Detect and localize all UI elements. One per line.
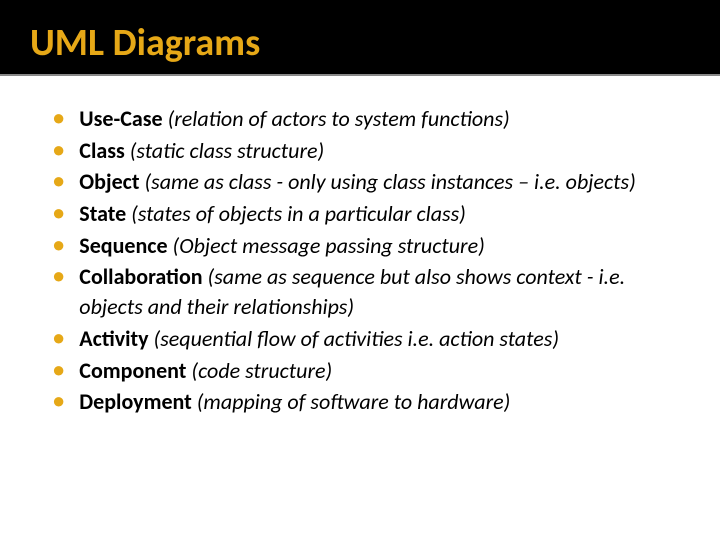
item-text: Sequence (Object message passing structu…	[79, 231, 484, 261]
list-item: ● Sequence (Object message passing struc…	[52, 231, 680, 261]
item-desc: (sequential flow of activities i.e. acti…	[149, 325, 559, 352]
list-item: ● Component (code structure)	[52, 356, 680, 386]
item-term: Collaboration	[79, 263, 202, 290]
header-band: UML Diagrams	[0, 0, 720, 76]
bullet-icon: ●	[52, 231, 65, 260]
item-desc: (mapping of software to hardware)	[192, 388, 511, 415]
list-item: ● Object (same as class - only using cla…	[52, 167, 680, 197]
item-desc: (relation of actors to system functions)	[163, 105, 510, 132]
item-term: State	[79, 200, 126, 227]
item-text: State (states of objects in a particular…	[79, 199, 466, 229]
list-item: ● Collaboration (same as sequence but al…	[52, 262, 680, 321]
content-area: ● Use-Case (relation of actors to system…	[0, 76, 720, 417]
bullet-icon: ●	[52, 262, 65, 291]
bullet-icon: ●	[52, 199, 65, 228]
item-desc: (static class structure)	[125, 137, 324, 164]
bullet-icon: ●	[52, 136, 65, 165]
bullet-icon: ●	[52, 104, 65, 133]
item-text: Activity (sequential flow of activities …	[79, 324, 559, 354]
item-text: Deployment (mapping of software to hardw…	[79, 387, 510, 417]
item-term: Sequence	[79, 232, 167, 259]
item-text: Component (code structure)	[79, 356, 332, 386]
list-item: ● Use-Case (relation of actors to system…	[52, 104, 680, 134]
item-desc: (same as class - only using class instan…	[140, 168, 636, 195]
item-text: Collaboration (same as sequence but also…	[79, 262, 680, 321]
list-item: ● Deployment (mapping of software to har…	[52, 387, 680, 417]
item-text: Use-Case (relation of actors to system f…	[79, 104, 509, 134]
item-desc: (code structure)	[186, 357, 332, 384]
slide-title: UML Diagrams	[30, 20, 720, 66]
list-item: ● Class (static class structure)	[52, 136, 680, 166]
list-item: ● Activity (sequential flow of activitie…	[52, 324, 680, 354]
item-text: Class (static class structure)	[79, 136, 324, 166]
bullet-icon: ●	[52, 356, 65, 385]
bullet-icon: ●	[52, 324, 65, 353]
item-term: Object	[79, 168, 139, 195]
item-term: Class	[79, 137, 124, 164]
item-term: Activity	[79, 325, 148, 352]
list-item: ● State (states of objects in a particul…	[52, 199, 680, 229]
bullet-icon: ●	[52, 167, 65, 196]
item-term: Deployment	[79, 388, 191, 415]
item-term: Component	[79, 357, 186, 384]
item-text: Object (same as class - only using class…	[79, 167, 636, 197]
bullet-icon: ●	[52, 387, 65, 416]
item-desc: (states of objects in a particular class…	[126, 200, 466, 227]
item-term: Use-Case	[79, 105, 162, 132]
item-desc: (Object message passing structure)	[168, 232, 485, 259]
